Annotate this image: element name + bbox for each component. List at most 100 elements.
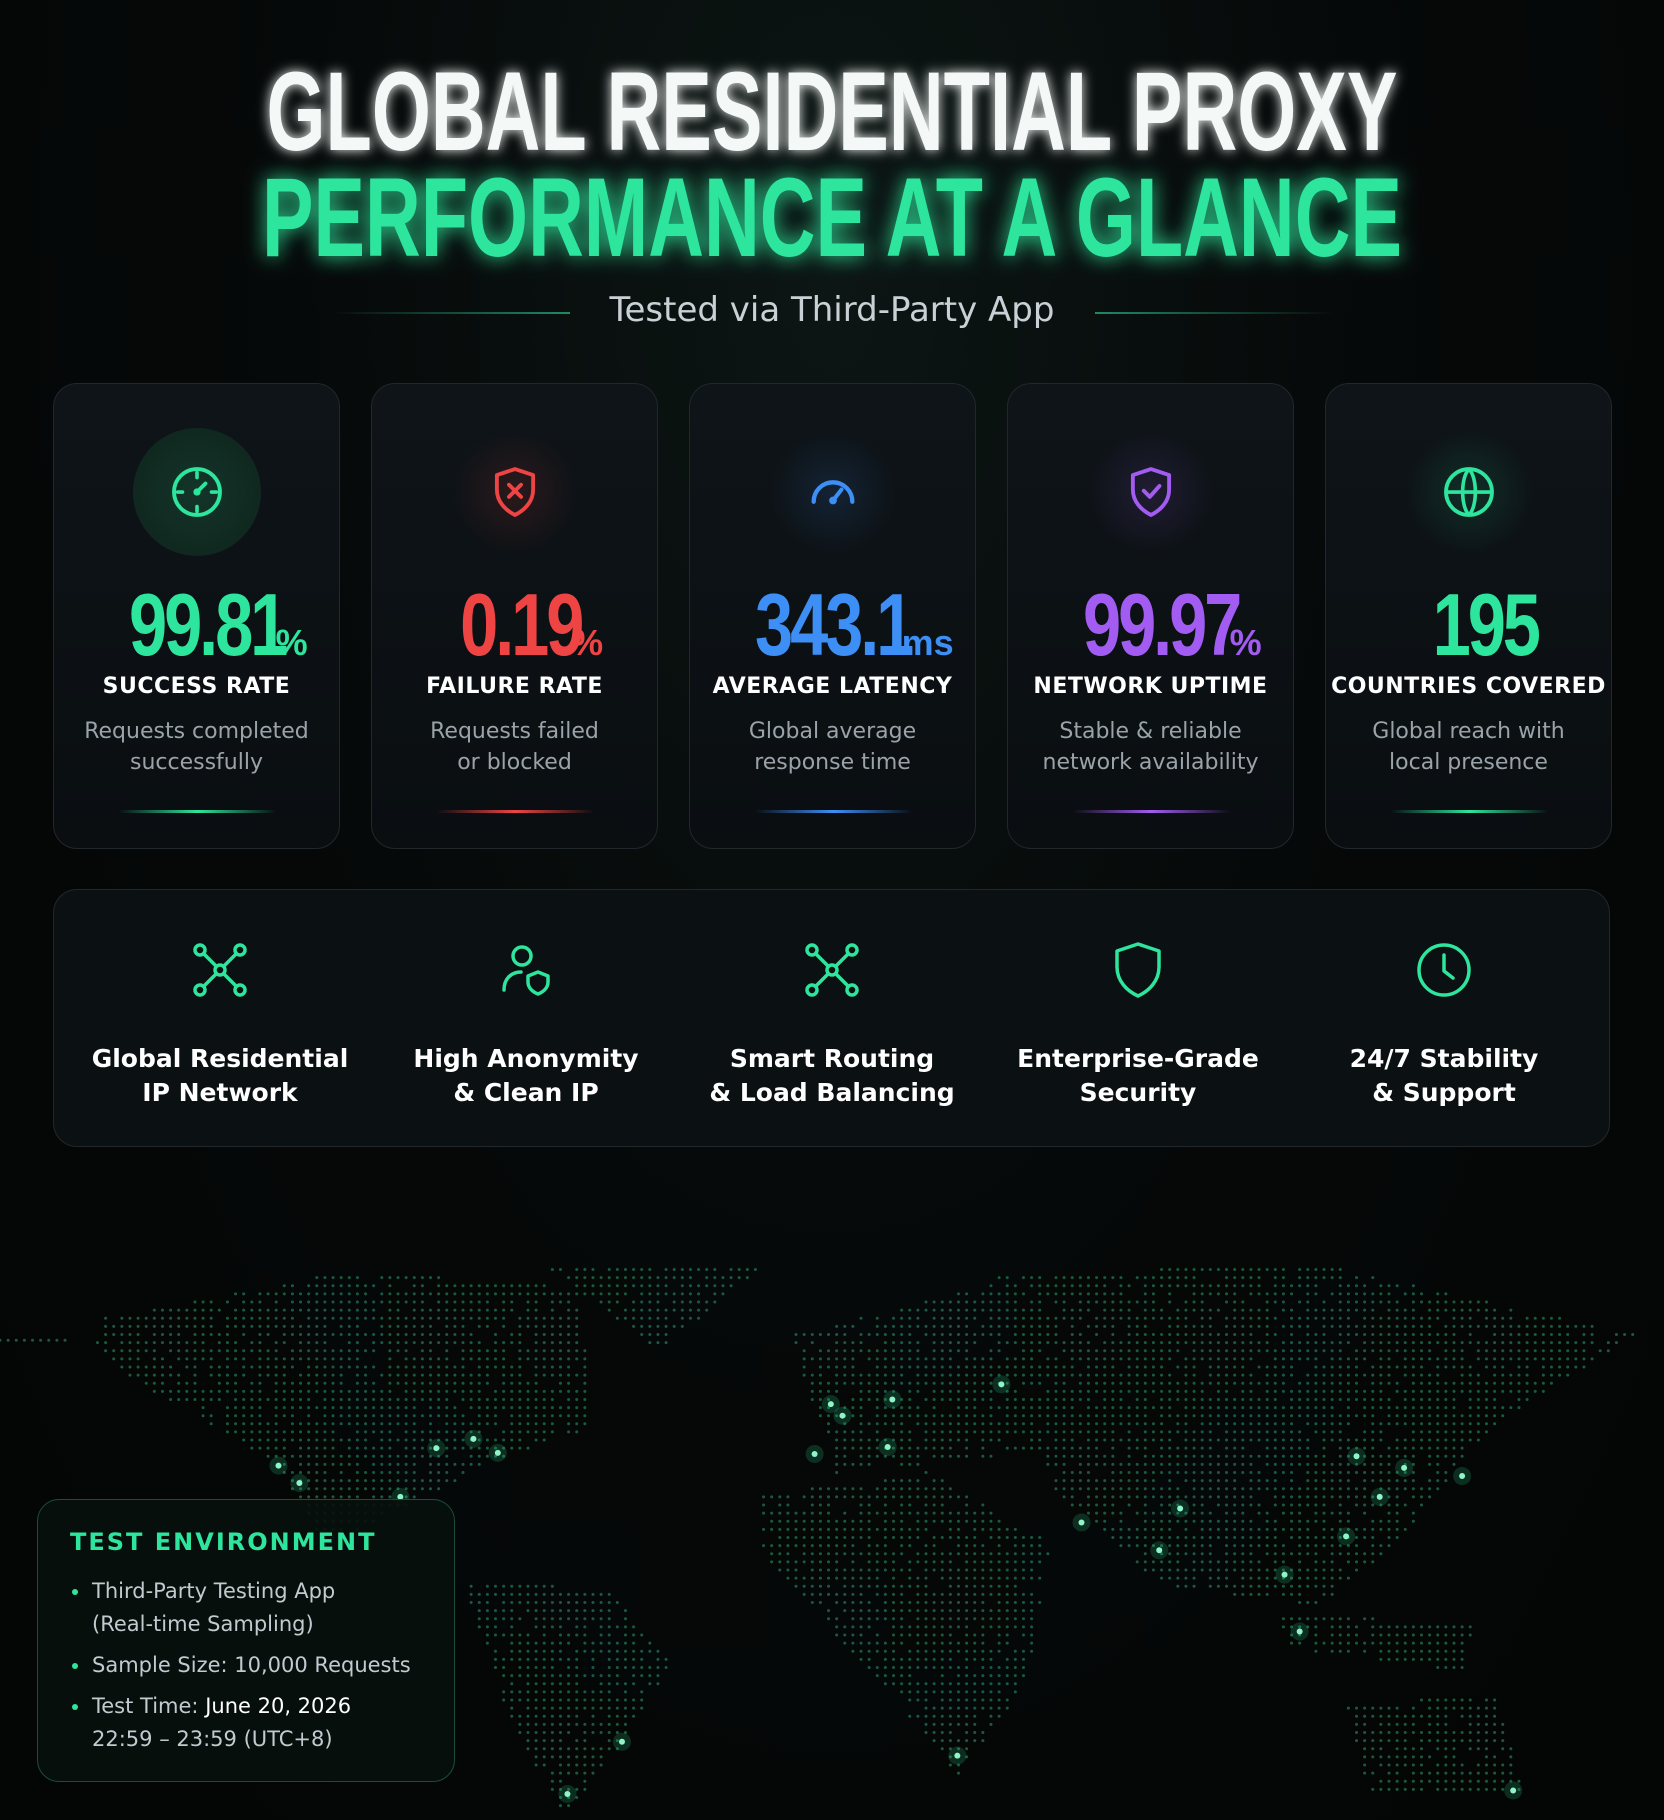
map-dot [851, 1324, 855, 1328]
map-dot [924, 1308, 928, 1312]
map-dot [1257, 1292, 1261, 1296]
map-dot [1135, 1536, 1139, 1540]
map-dot [112, 1324, 116, 1328]
map-dot [1176, 1414, 1180, 1418]
map-dot [144, 1316, 148, 1320]
map-dot [1103, 1397, 1107, 1401]
map-dot [1436, 1292, 1440, 1296]
map-dot [1484, 1706, 1488, 1710]
map-dot [1436, 1438, 1440, 1442]
map-dot [1436, 1316, 1440, 1320]
map-dot [1574, 1341, 1578, 1345]
map-dot [290, 1324, 294, 1328]
map-dot [956, 1576, 960, 1580]
map-dot [1160, 1414, 1164, 1418]
map-dot [1225, 1267, 1229, 1271]
map-dot [900, 1544, 904, 1548]
map-dot [14, 1338, 18, 1342]
map-dot [1070, 1503, 1074, 1507]
map-dot [1403, 1454, 1407, 1458]
map-dot [193, 1373, 197, 1377]
map-dot [900, 1601, 904, 1605]
map-dot [136, 1332, 140, 1336]
map-dot [1338, 1536, 1342, 1540]
map-dot [558, 1787, 562, 1791]
map-dot [981, 1414, 985, 1418]
map-dot [550, 1373, 554, 1377]
map-dot [429, 1316, 433, 1320]
map-dot [1436, 1422, 1440, 1426]
map-dot [510, 1389, 514, 1393]
map-dot [510, 1617, 514, 1621]
map-dot [1135, 1471, 1139, 1475]
map-dot [234, 1292, 238, 1296]
map-dot [104, 1316, 108, 1320]
map-dot [1078, 1454, 1082, 1458]
map-dot [323, 1332, 327, 1336]
map-dot [518, 1633, 522, 1637]
map-dot [1111, 1471, 1115, 1475]
map-dot [1030, 1284, 1034, 1288]
map-dot [1444, 1787, 1448, 1791]
map-dot [1403, 1373, 1407, 1377]
map-dot [1322, 1267, 1326, 1271]
map-dot [1021, 1381, 1025, 1385]
map-dot [997, 1641, 1001, 1645]
map-dot [339, 1422, 343, 1426]
map-dot [973, 1536, 977, 1540]
map-dot [916, 1657, 920, 1661]
map-dot [1387, 1495, 1391, 1499]
map-dot [1403, 1324, 1407, 1328]
map-dot [1184, 1536, 1188, 1540]
map-dot [615, 1641, 619, 1645]
map-dot [1387, 1300, 1391, 1304]
map-dot [1208, 1414, 1212, 1418]
map-dot [623, 1267, 627, 1271]
map-dot [323, 1341, 327, 1345]
map-dot [1444, 1779, 1448, 1783]
map-dot [258, 1397, 262, 1401]
map-dot [1062, 1316, 1066, 1320]
map-dot [1436, 1625, 1440, 1629]
map-dot [680, 1316, 684, 1320]
map-dot [1062, 1300, 1066, 1304]
map-dot [989, 1698, 993, 1702]
map-dot [1119, 1341, 1123, 1345]
map-dot [1493, 1787, 1497, 1791]
map-dot [1111, 1276, 1115, 1280]
map-dot [1306, 1373, 1310, 1377]
env-line: Third-Party Testing App [92, 1575, 442, 1608]
map-dot [843, 1511, 847, 1515]
map-dot [1509, 1308, 1513, 1312]
map-dot [1460, 1430, 1464, 1434]
map-dot [128, 1373, 132, 1377]
map-dot [1160, 1487, 1164, 1491]
map-dot [1265, 1341, 1269, 1345]
map-dot [1233, 1397, 1237, 1401]
map-dot [916, 1584, 920, 1588]
map-dot [364, 1397, 368, 1401]
map-dot [299, 1487, 303, 1491]
map-dot [1484, 1722, 1488, 1726]
map-dot [1549, 1341, 1553, 1345]
map-dot [1168, 1381, 1172, 1385]
map-dot [558, 1674, 562, 1678]
map-dot [632, 1316, 636, 1320]
map-dot [1298, 1576, 1302, 1580]
map-dot [558, 1324, 562, 1328]
map-dot [1151, 1471, 1155, 1475]
map-dot [1452, 1389, 1456, 1393]
map-dot [892, 1373, 896, 1377]
map-dot [1143, 1495, 1147, 1499]
map-dot [818, 1601, 822, 1605]
map-dot [1038, 1601, 1042, 1605]
map-dot [1395, 1389, 1399, 1393]
map-dot [469, 1454, 473, 1458]
map-dot [518, 1438, 522, 1442]
map-dot [1005, 1373, 1009, 1377]
map-dot [607, 1674, 611, 1678]
map-dot [1476, 1747, 1480, 1751]
map-dot [1143, 1365, 1147, 1369]
map-dot [1484, 1771, 1488, 1775]
map-dot [1233, 1357, 1237, 1361]
